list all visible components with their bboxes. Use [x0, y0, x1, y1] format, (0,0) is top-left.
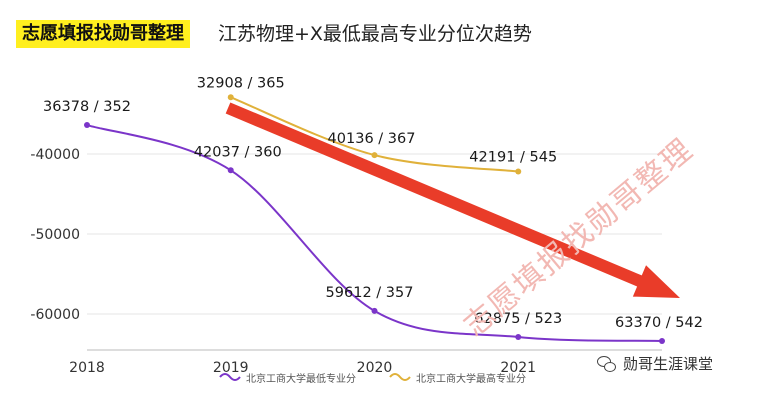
data-label: 62875 / 523 [474, 311, 562, 327]
legend-label: 北京工商大学最低专业分 [246, 372, 356, 385]
legend-swatch [219, 373, 241, 381]
data-point [515, 168, 522, 175]
y-tick-label: -60000 [30, 307, 80, 323]
data-label: 40136 / 367 [328, 131, 416, 147]
x-tick-label: 2019 [213, 360, 249, 376]
data-label: 32908 / 365 [197, 75, 285, 91]
x-tick-label: 2021 [500, 360, 536, 376]
data-point [227, 167, 234, 174]
data-label: 42037 / 360 [194, 144, 282, 160]
chart-title: 江苏物理+X最低最高专业分位次趋势 [218, 23, 532, 45]
data-label: 59612 / 357 [326, 285, 414, 301]
header-badge: 志愿填报找勋哥整理 [16, 20, 190, 48]
data-point [659, 337, 665, 344]
data-point [515, 334, 522, 340]
x-tick-label: 2020 [357, 360, 393, 376]
x-axis: 2018 2019 2020 2021 [69, 349, 662, 376]
legend-label: 北京工商大学最高专业分 [416, 372, 526, 385]
data-point [371, 307, 378, 314]
data-label: 63370 / 542 [615, 315, 703, 331]
data-point [227, 94, 234, 101]
data-label: 42191 / 545 [469, 150, 557, 166]
trend-arrow-layer [225, 102, 681, 298]
data-labels: 36378 / 352 42037 / 360 59612 / 357 62875 /… [43, 75, 703, 331]
wechat-label: 勋哥生涯课堂 [623, 355, 714, 373]
y-tick-label: -40000 [30, 147, 80, 163]
y-axis: -40000 -50000 -60000 [30, 147, 80, 323]
wechat-watermark: 勋哥生涯课堂 [597, 353, 713, 374]
data-point [84, 122, 90, 129]
y-tick-label: -50000 [30, 227, 80, 243]
legend-swatch [389, 373, 411, 381]
data-point [371, 152, 378, 159]
series-layer [84, 94, 665, 344]
legend: 北京工商大学最低专业分 北京工商大学最高专业分 [219, 372, 526, 385]
wechat-icon [597, 355, 617, 372]
trend-arrow [225, 102, 681, 298]
data-label: 36378 / 352 [43, 99, 131, 115]
x-tick-label: 2018 [69, 360, 105, 376]
